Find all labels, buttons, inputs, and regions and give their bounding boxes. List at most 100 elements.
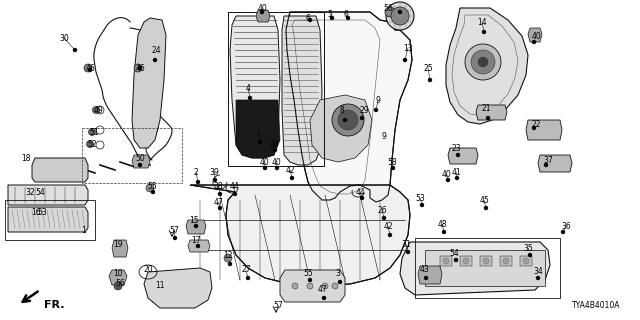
Text: 43: 43 bbox=[419, 266, 429, 275]
Polygon shape bbox=[32, 158, 88, 182]
Circle shape bbox=[360, 116, 364, 119]
Text: 17: 17 bbox=[191, 236, 201, 244]
Circle shape bbox=[545, 164, 547, 166]
Circle shape bbox=[420, 204, 424, 206]
Circle shape bbox=[322, 283, 328, 289]
Polygon shape bbox=[528, 28, 542, 42]
Circle shape bbox=[484, 206, 488, 210]
Text: 42: 42 bbox=[285, 165, 295, 174]
Circle shape bbox=[471, 50, 495, 74]
Text: 6: 6 bbox=[344, 10, 348, 19]
Circle shape bbox=[218, 193, 221, 196]
Polygon shape bbox=[132, 18, 166, 148]
Text: 20: 20 bbox=[143, 266, 153, 275]
Text: 40: 40 bbox=[259, 157, 269, 166]
Circle shape bbox=[234, 193, 237, 196]
Text: 3: 3 bbox=[335, 269, 340, 278]
Text: 39: 39 bbox=[209, 167, 219, 177]
Text: 16: 16 bbox=[31, 207, 41, 217]
Text: 9: 9 bbox=[381, 132, 387, 140]
Circle shape bbox=[323, 297, 326, 300]
Text: 34: 34 bbox=[533, 268, 543, 276]
Text: 27: 27 bbox=[241, 266, 251, 275]
Text: 49: 49 bbox=[93, 106, 103, 115]
Circle shape bbox=[86, 140, 93, 148]
Circle shape bbox=[138, 164, 141, 166]
Circle shape bbox=[344, 118, 346, 122]
Bar bbox=[415, 238, 560, 298]
Polygon shape bbox=[230, 16, 280, 158]
Circle shape bbox=[134, 64, 142, 72]
Text: 19: 19 bbox=[113, 239, 123, 249]
Text: 32: 32 bbox=[25, 188, 35, 196]
Text: 4: 4 bbox=[246, 84, 250, 92]
Circle shape bbox=[195, 225, 198, 228]
Text: 23: 23 bbox=[451, 143, 461, 153]
Text: 35: 35 bbox=[523, 244, 533, 252]
Bar bbox=[82, 128, 182, 183]
Text: 42: 42 bbox=[383, 221, 393, 230]
Text: 53: 53 bbox=[37, 207, 47, 217]
Circle shape bbox=[146, 184, 154, 192]
Text: 8: 8 bbox=[340, 106, 344, 115]
Circle shape bbox=[196, 244, 200, 247]
Circle shape bbox=[196, 180, 200, 183]
Circle shape bbox=[308, 19, 312, 21]
Polygon shape bbox=[286, 12, 412, 202]
Circle shape bbox=[292, 283, 298, 289]
Text: 44: 44 bbox=[355, 188, 365, 196]
Text: TYA4B4010A: TYA4B4010A bbox=[572, 301, 620, 310]
Polygon shape bbox=[446, 8, 528, 124]
Text: 53: 53 bbox=[415, 194, 425, 203]
Polygon shape bbox=[280, 270, 345, 302]
Text: 10: 10 bbox=[113, 269, 123, 278]
Circle shape bbox=[483, 258, 489, 264]
Text: 13: 13 bbox=[403, 44, 413, 52]
Text: 7: 7 bbox=[255, 132, 260, 140]
Text: 44: 44 bbox=[229, 181, 239, 190]
Polygon shape bbox=[526, 120, 562, 140]
Text: 28: 28 bbox=[269, 140, 279, 148]
Bar bbox=[440, 256, 452, 266]
Polygon shape bbox=[190, 185, 410, 286]
Text: 46: 46 bbox=[85, 63, 95, 73]
Circle shape bbox=[360, 196, 364, 199]
Bar bbox=[520, 256, 532, 266]
Text: 40: 40 bbox=[531, 31, 541, 41]
Text: 58: 58 bbox=[387, 157, 397, 166]
Circle shape bbox=[386, 2, 414, 30]
Circle shape bbox=[173, 236, 177, 239]
Circle shape bbox=[536, 276, 540, 279]
Text: 9: 9 bbox=[376, 95, 380, 105]
Circle shape bbox=[483, 30, 486, 34]
Text: FR.: FR. bbox=[44, 300, 65, 310]
Circle shape bbox=[383, 217, 385, 220]
Circle shape bbox=[332, 104, 364, 136]
Circle shape bbox=[463, 258, 469, 264]
Circle shape bbox=[399, 11, 401, 13]
Circle shape bbox=[391, 7, 409, 25]
Circle shape bbox=[561, 230, 564, 234]
Text: 54: 54 bbox=[35, 188, 45, 196]
Text: 1: 1 bbox=[82, 226, 86, 235]
Circle shape bbox=[88, 129, 95, 135]
Circle shape bbox=[385, 7, 395, 17]
Text: 2: 2 bbox=[194, 167, 198, 177]
Circle shape bbox=[338, 110, 358, 130]
Polygon shape bbox=[448, 148, 478, 164]
Circle shape bbox=[406, 251, 410, 253]
Circle shape bbox=[532, 41, 536, 44]
Circle shape bbox=[275, 166, 278, 170]
Text: 45: 45 bbox=[479, 196, 489, 204]
Circle shape bbox=[93, 107, 99, 114]
Circle shape bbox=[523, 258, 529, 264]
Text: 52: 52 bbox=[87, 140, 97, 148]
Text: 24: 24 bbox=[151, 45, 161, 54]
Circle shape bbox=[332, 283, 338, 289]
Text: 57: 57 bbox=[169, 226, 179, 235]
Text: 47: 47 bbox=[317, 285, 327, 294]
Text: 14: 14 bbox=[477, 18, 487, 27]
Circle shape bbox=[88, 68, 92, 71]
Polygon shape bbox=[186, 220, 206, 234]
Polygon shape bbox=[310, 95, 372, 162]
